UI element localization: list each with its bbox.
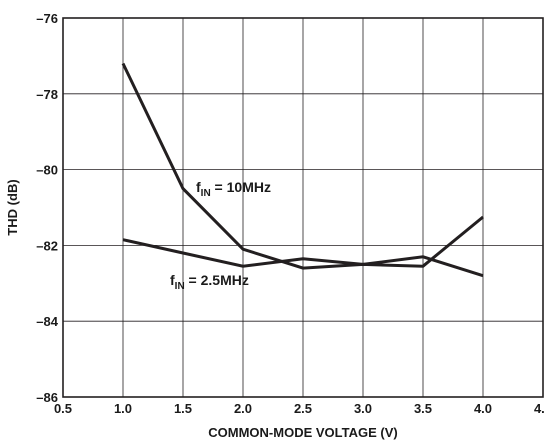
x-tick-label: 4.5 bbox=[534, 401, 545, 416]
plot-frame bbox=[62, 17, 544, 398]
y-tick-label: –80 bbox=[36, 163, 58, 178]
y-tick-label: –86 bbox=[36, 390, 58, 405]
series-label-10mhz-f: f bbox=[196, 179, 201, 195]
x-tick-labels: 0.5 1.0 1.5 2.0 2.5 3.0 3.5 4.0 4.5 bbox=[54, 401, 545, 416]
y-tick-labels: –76 –78 –80 –82 –84 –86 bbox=[36, 11, 58, 405]
x-tick-label: 2.5 bbox=[294, 401, 312, 416]
x-tick-label: 3.0 bbox=[354, 401, 372, 416]
y-axis-title: THD (dB) bbox=[5, 179, 20, 235]
x-tick-label: 2.0 bbox=[234, 401, 252, 416]
series-label-2-5mhz: fIN = 2.5MHz bbox=[170, 272, 249, 292]
y-tick-label: –82 bbox=[36, 238, 58, 253]
series-label-2-5mhz-f: f bbox=[170, 272, 175, 288]
series-label-10mhz: fIN = 10MHz bbox=[196, 179, 271, 199]
x-tick-label: 4.0 bbox=[474, 401, 492, 416]
y-tick-label: –78 bbox=[36, 87, 58, 102]
grid-lines bbox=[63, 18, 543, 397]
series-label-10mhz-sub: IN bbox=[201, 188, 211, 199]
series-layer bbox=[121, 62, 484, 278]
series-label-2-5mhz-text: = 2.5MHz bbox=[185, 272, 249, 288]
x-tick-label: 0.5 bbox=[54, 401, 72, 416]
x-tick-label: 1.5 bbox=[174, 401, 192, 416]
x-tick-label: 1.0 bbox=[114, 401, 132, 416]
x-axis-title: COMMON-MODE VOLTAGE (V) bbox=[208, 425, 397, 440]
series-label-10mhz-text: = 10MHz bbox=[211, 179, 271, 195]
y-tick-label: –84 bbox=[36, 314, 58, 329]
y-tick-label: –76 bbox=[36, 11, 58, 26]
series-label-2-5mhz-sub: IN bbox=[175, 281, 185, 292]
x-tick-label: 3.5 bbox=[414, 401, 432, 416]
